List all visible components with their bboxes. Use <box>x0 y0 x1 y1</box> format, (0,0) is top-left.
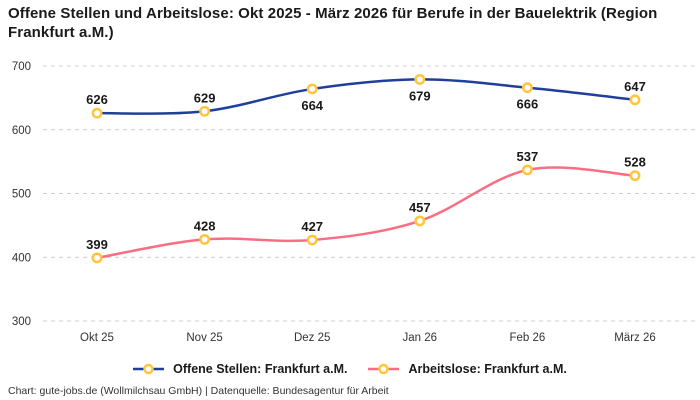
y-axis-tick-label: 300 <box>12 316 31 328</box>
source-attribution: Chart: gute-jobs.de (Wollmilchsau GmbH) … <box>8 385 389 397</box>
legend-swatch-line-icon <box>368 363 400 375</box>
x-axis-tick-label: Nov 25 <box>186 332 222 344</box>
data-point-marker <box>521 164 533 176</box>
series-line <box>95 166 637 260</box>
data-point-marker <box>199 105 211 117</box>
x-axis-tick-label: Feb 26 <box>509 332 545 344</box>
x-axis-tick-label: März 26 <box>614 332 656 344</box>
data-point-marker <box>521 82 533 94</box>
y-axis-tick-label: 500 <box>12 189 31 201</box>
chart-title: Offene Stellen und Arbeitslose: Okt 2025… <box>8 5 658 41</box>
value-label: 679 <box>409 88 431 103</box>
data-point-marker <box>306 83 318 95</box>
x-axis-tick-label: Okt 25 <box>80 332 114 344</box>
value-label: 664 <box>301 98 323 113</box>
data-point-marker <box>91 252 103 264</box>
data-point-marker <box>306 234 318 246</box>
value-label: 399 <box>86 237 108 252</box>
value-label: 626 <box>86 92 108 107</box>
value-label: 666 <box>517 97 539 112</box>
data-point-marker <box>414 215 426 227</box>
value-label: 537 <box>517 149 539 164</box>
data-point-marker <box>414 73 426 85</box>
y-axis-tick-label: 700 <box>12 61 31 73</box>
data-point-marker <box>629 170 641 182</box>
legend-item-offene-stellen: Offene Stellen: Frankfurt a.M. <box>133 362 347 376</box>
legend-label: Arbeitslose: Frankfurt a.M. <box>408 362 567 376</box>
x-axis-tick-label: Jan 26 <box>403 332 438 344</box>
legend-swatch-line-icon <box>133 363 165 375</box>
legend-item-arbeitslose: Arbeitslose: Frankfurt a.M. <box>368 362 567 376</box>
series-line <box>95 78 637 115</box>
y-axis-tick-label: 400 <box>12 252 31 264</box>
legend-label: Offene Stellen: Frankfurt a.M. <box>173 362 348 376</box>
data-point-marker <box>199 233 211 245</box>
value-label: 647 <box>624 79 646 94</box>
chart-legend: Offene Stellen: Frankfurt a.M. Arbeitslo… <box>0 362 700 376</box>
data-point-marker <box>629 94 641 106</box>
data-point-marker <box>91 107 103 119</box>
x-axis-tick-label: Dez 25 <box>294 332 330 344</box>
value-label: 528 <box>624 155 646 170</box>
value-label: 427 <box>301 219 323 234</box>
value-label: 457 <box>409 200 431 215</box>
y-axis-tick-label: 600 <box>12 125 31 137</box>
value-label: 428 <box>194 218 216 233</box>
value-label: 629 <box>194 90 216 105</box>
